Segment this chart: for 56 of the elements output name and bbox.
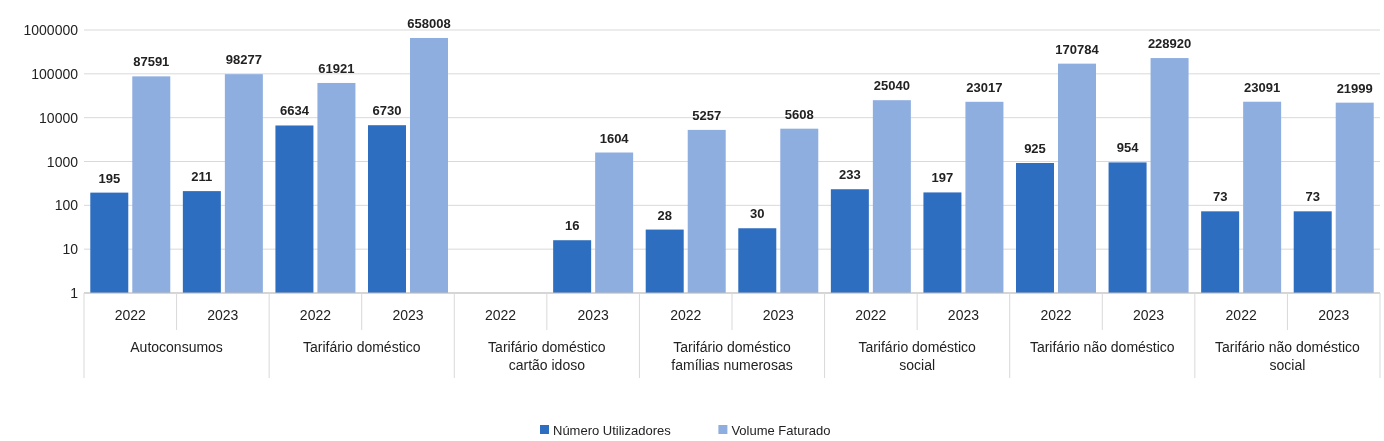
data-label: 23017 [966, 79, 1003, 95]
data-label: 6730 [372, 103, 402, 119]
x-tick-label: 2022 [114, 307, 147, 323]
y-tick-label: 1 [70, 285, 79, 301]
x-tick-label: 2022 [670, 307, 702, 323]
data-label: 1604 [599, 130, 630, 146]
data-label: 87591 [133, 54, 170, 70]
text: Tarifário doméstico cartão idoso [488, 339, 606, 373]
x-tick-label: 2022 [1225, 307, 1257, 323]
data-label: 658008 [407, 15, 451, 31]
data-label: 954 [1116, 140, 1140, 156]
data-label: 170784 [1055, 41, 1100, 57]
y-tick-label: 1000 [46, 153, 79, 170]
x-tick-label: 2023 [577, 307, 609, 323]
y-tick-label: 100 [54, 197, 79, 214]
text: Autoconsumos [130, 339, 223, 355]
y-tick-label: 1000000 [23, 22, 79, 38]
data-label: 73 [1305, 189, 1320, 205]
x-tick-label: 2023 [762, 307, 795, 323]
x-tick-label: 2022 [1040, 307, 1072, 323]
x-tick-label: 2022 [855, 307, 887, 323]
data-label: 25040 [873, 78, 910, 94]
data-label: 925 [1024, 140, 1046, 156]
x-tick-label: 2023 [392, 307, 424, 323]
y-tick-label: 10000 [39, 109, 79, 126]
data-label: 73 [1212, 189, 1228, 205]
text: Tarifário doméstico social [858, 339, 977, 373]
x-tick-label: 2023 [207, 307, 239, 323]
y-tick-label: 100000 [31, 65, 79, 82]
data-label: 211 [191, 169, 213, 185]
data-label: 6634 [279, 103, 310, 119]
legend-label: Volume Faturado [731, 423, 831, 438]
y-tick-label: 10 [62, 241, 79, 258]
data-label: 233 [839, 167, 861, 183]
data-label: 195 [98, 170, 121, 186]
text: Tarifário doméstico famílias numerosas [671, 339, 793, 373]
x-tick-label: 2022 [299, 307, 332, 323]
data-label: 16 [564, 218, 580, 234]
x-tick-label: 2023 [947, 307, 980, 323]
data-label: 228920 [1147, 36, 1192, 52]
data-label: 5608 [784, 106, 814, 122]
data-label: 5257 [692, 107, 722, 123]
text: Tarifário não doméstico [1029, 339, 1175, 355]
x-tick-label: 2022 [484, 307, 517, 323]
data-label: 30 [750, 206, 765, 222]
data-label: 21999 [1336, 80, 1373, 96]
data-label: 61921 [318, 60, 355, 76]
legend-label: Número Utilizadores [553, 423, 672, 438]
x-tick-label: 2023 [1318, 307, 1350, 323]
x-tick-label: 2023 [1132, 307, 1165, 323]
data-label: 28 [657, 207, 672, 223]
text: Tarifário não doméstico social [1215, 339, 1360, 373]
data-label: 98277 [225, 52, 262, 68]
text: Tarifário doméstico [302, 339, 421, 355]
data-label: 23091 [1244, 79, 1281, 95]
data-label: 197 [931, 170, 954, 186]
